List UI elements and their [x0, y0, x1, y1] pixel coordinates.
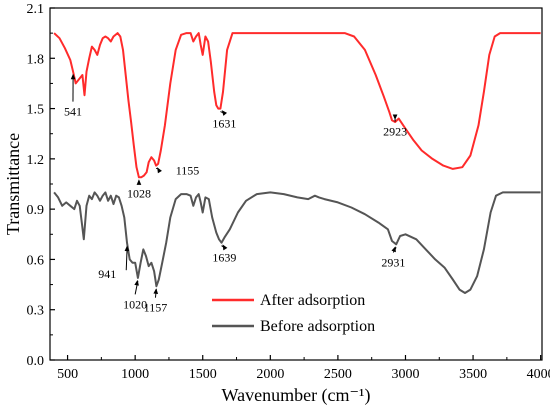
annotation-arrowhead: [136, 179, 142, 185]
x-tick-label: 1000: [121, 367, 149, 382]
annotation-arrowhead: [70, 73, 76, 80]
y-tick-label: 2.1: [27, 2, 45, 17]
peak-label: 1631: [212, 116, 236, 130]
peak-label: 541: [64, 105, 82, 119]
x-tick-label: 2500: [324, 367, 352, 382]
annotation-arrowhead: [392, 114, 398, 120]
x-tick-label: 3000: [391, 367, 419, 382]
legend-label-before-adsorption: Before adsorption: [260, 318, 375, 335]
x-axis-title: Wavenumber (cm⁻¹): [222, 385, 371, 406]
y-axis-title: Transmittance: [3, 133, 23, 235]
annotation-arrowhead: [157, 167, 162, 174]
y-tick-label: 1.2: [27, 153, 45, 168]
annotation-arrowhead: [222, 244, 228, 251]
peak-label: 2931: [381, 255, 405, 269]
y-tick-label: 1.5: [27, 103, 45, 118]
annotation-arrowhead: [221, 110, 228, 116]
y-tick-label: 1.8: [27, 52, 45, 67]
legend-label-after-adsorption: After adsorption: [260, 292, 365, 309]
annotation-arrowhead: [134, 279, 139, 286]
peak-label: 1639: [212, 250, 236, 264]
x-tick-label: 1500: [189, 367, 217, 382]
y-tick-label: 0.9: [27, 203, 45, 218]
x-tick-label: 500: [57, 367, 78, 382]
peak-label: 1157: [144, 301, 168, 315]
annotation-arrowhead: [153, 288, 159, 294]
peak-label: 941: [98, 267, 116, 281]
y-axis: 0.0 0.3 0.6 0.9 1.2 1.5 1.8 2.1: [27, 2, 55, 369]
y-tick-label: 0.0: [27, 354, 45, 369]
y-tick-label: 0.3: [27, 304, 45, 319]
series-line-after-adsorption: [53, 32, 541, 179]
legend: After adsorption Before adsorption: [212, 292, 375, 335]
peak-label: 2923: [383, 125, 407, 139]
annotation-arrowhead: [391, 246, 396, 253]
peak-label: 1028: [127, 187, 151, 201]
annotation-arrowhead: [124, 245, 130, 252]
x-tick-label: 3500: [459, 367, 487, 382]
peak-label: 1155: [176, 163, 200, 177]
x-tick-label: 2000: [256, 367, 284, 382]
series-line-before-adsorption: [53, 191, 541, 294]
y-tick-label: 0.6: [27, 253, 45, 268]
peak-label: 1020: [123, 297, 147, 311]
